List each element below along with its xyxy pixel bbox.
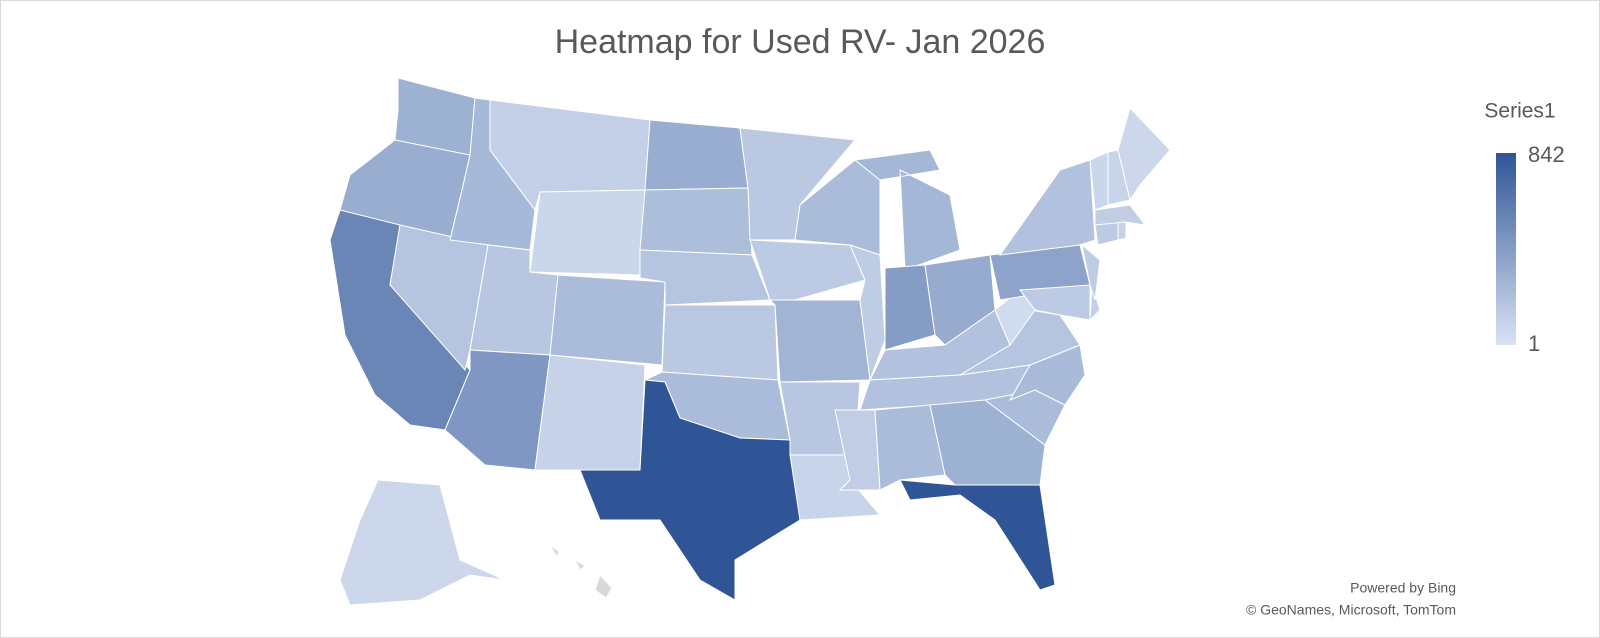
region [1081,243,1101,301]
region [661,304,779,381]
region [998,159,1096,256]
attribution: © GeoNames, Microsoft, TomTom [1246,602,1456,618]
legend-max: 842 [1528,142,1565,167]
region [853,149,961,271]
region [1019,284,1091,321]
region [1117,107,1171,202]
region [768,299,871,383]
legend-min: 1 [1528,331,1540,356]
legend-title: Series1 [1484,100,1555,123]
region [534,354,646,471]
attribution: Powered by Bing [1350,580,1456,596]
map [329,77,1171,606]
color-scale [1496,153,1516,345]
region [749,239,866,301]
region [339,479,506,606]
region [834,409,881,491]
region [644,119,749,191]
region [1117,221,1127,241]
region [1094,204,1147,226]
region [899,479,1056,591]
region [579,379,801,601]
region [549,274,666,366]
region [529,189,646,276]
region [639,187,753,256]
region [874,404,946,491]
region [549,544,613,599]
chart-title: Heatmap for Used RV- Jan 2026 [555,23,1046,61]
